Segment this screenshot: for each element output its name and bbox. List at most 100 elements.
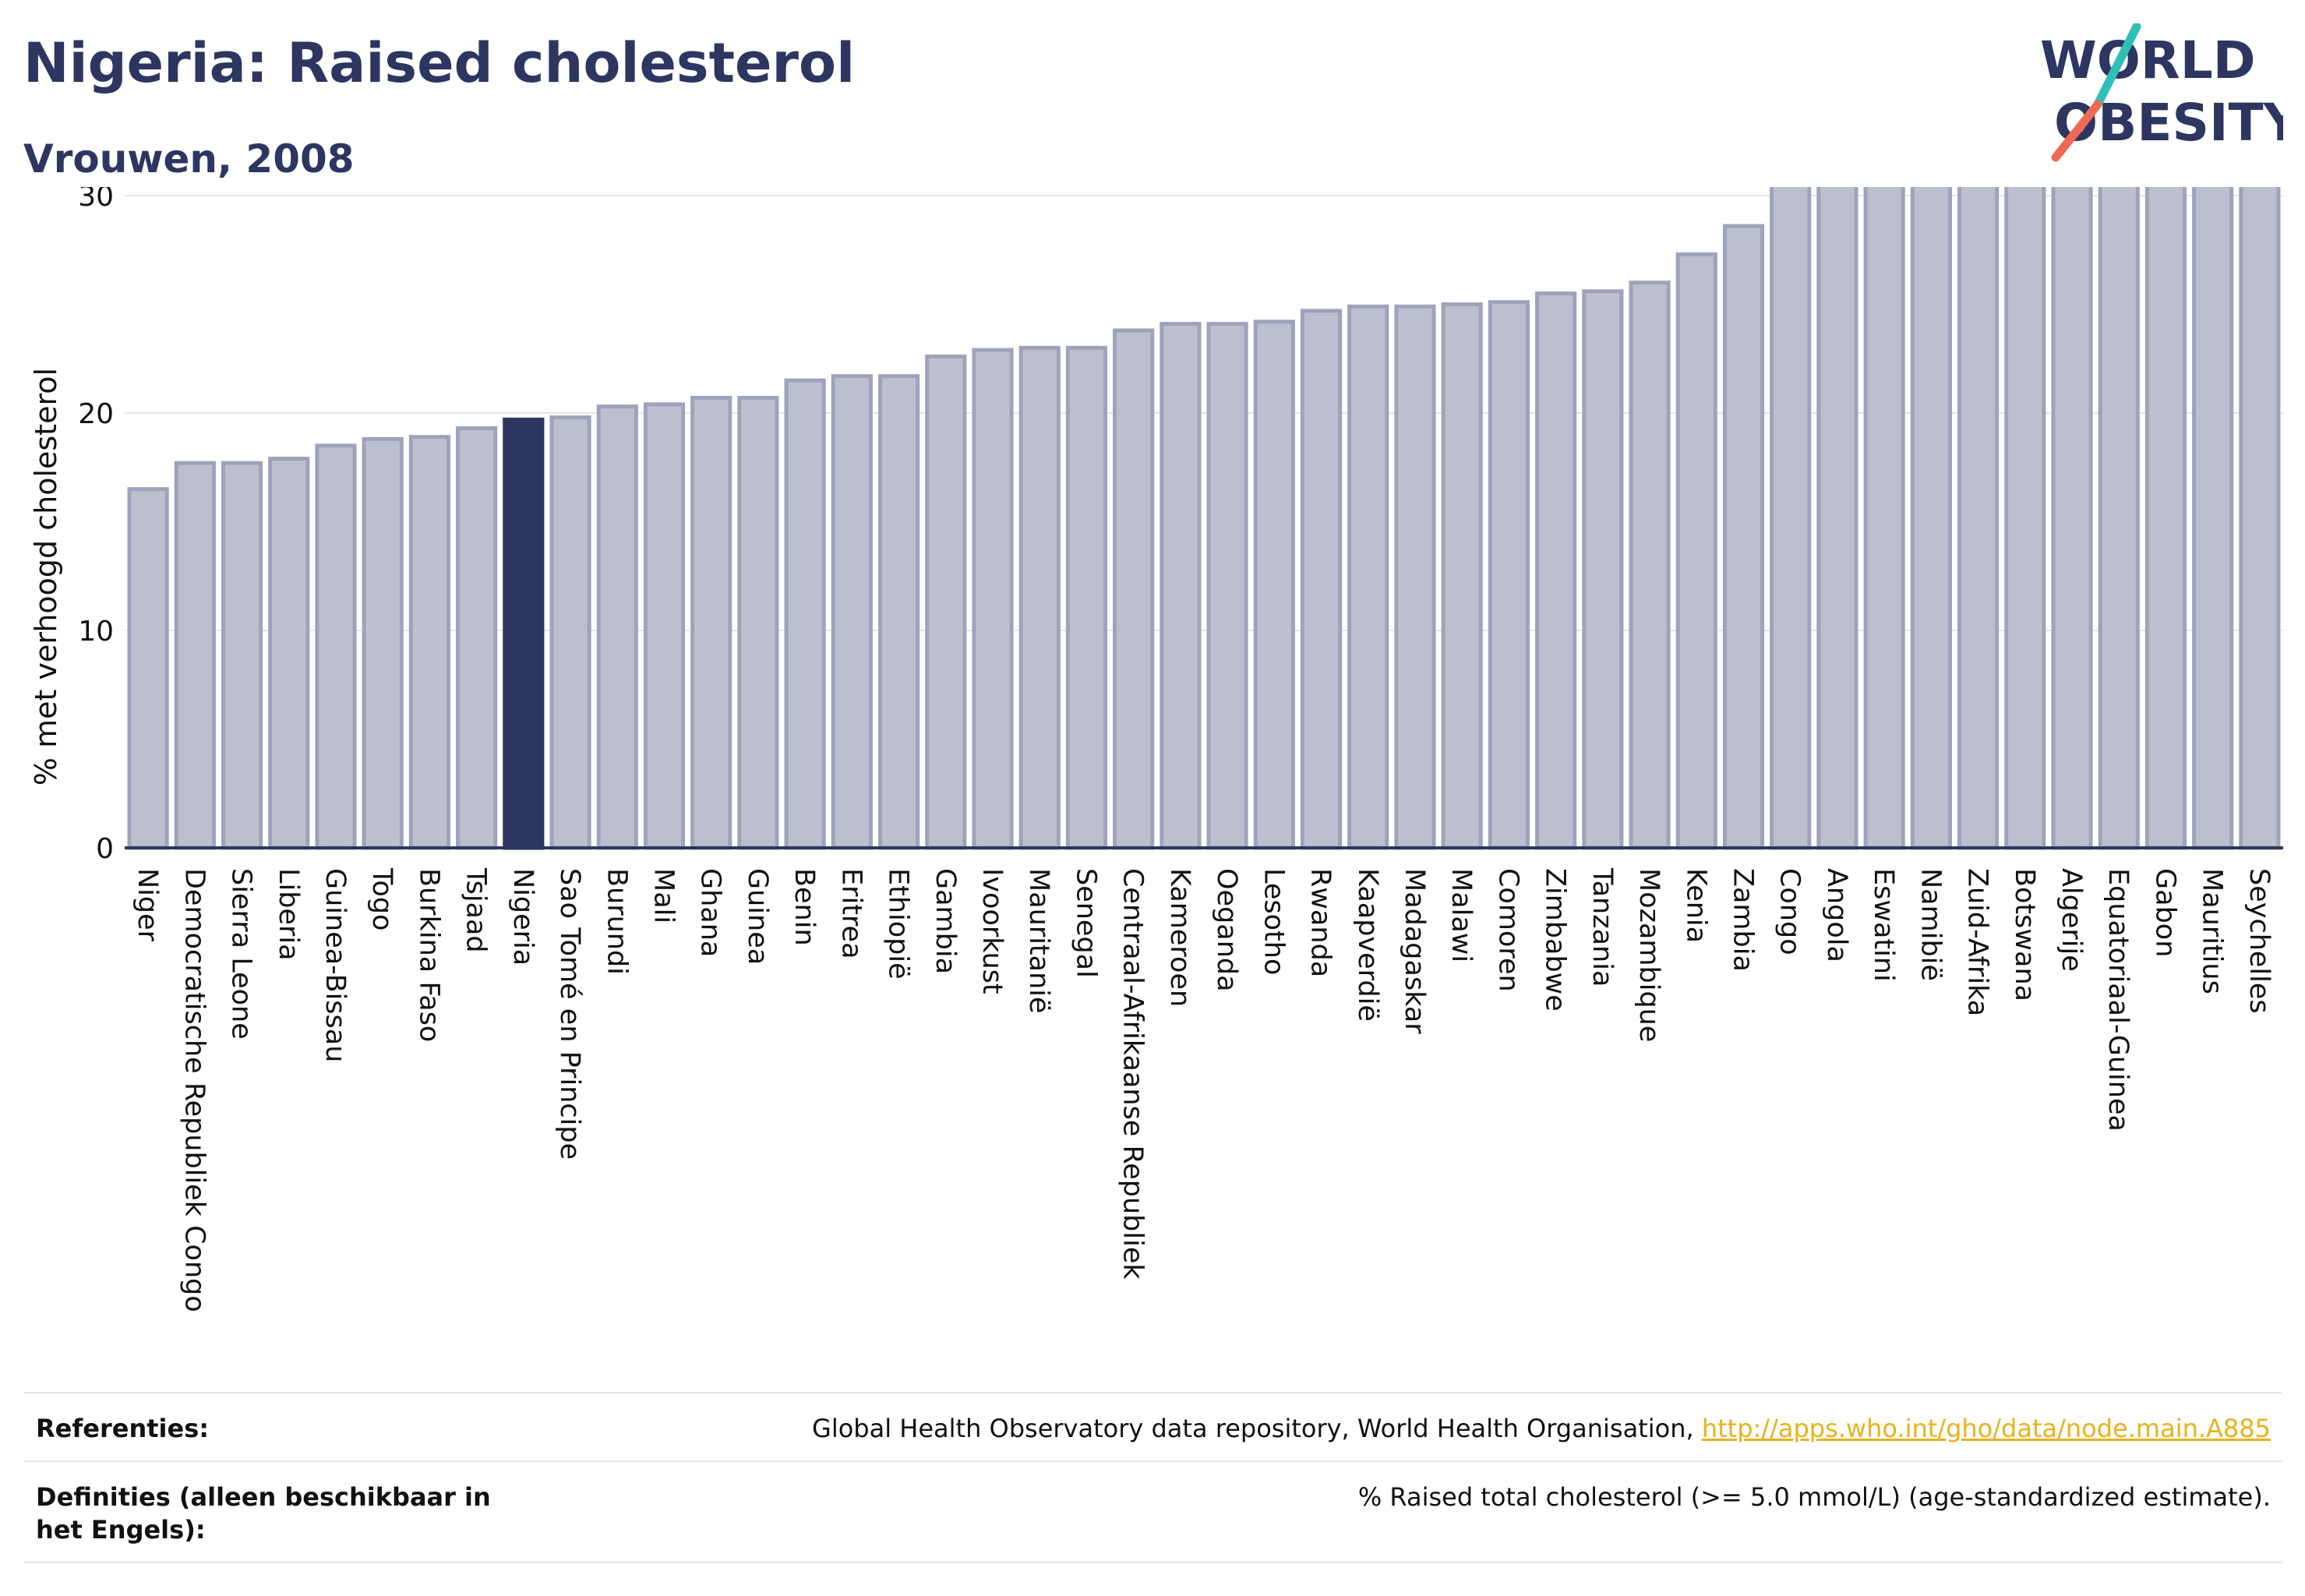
bar-lesotho bbox=[1253, 320, 1295, 850]
x-tick-label: Kenia bbox=[1680, 868, 1711, 943]
bar-eritrea bbox=[831, 374, 873, 850]
x-tick-label: Ivoorkust bbox=[976, 868, 1008, 994]
bar-ivoorkust bbox=[972, 348, 1014, 850]
x-tick-label: Burundi bbox=[601, 868, 632, 975]
x-tick-label: Malawi bbox=[1445, 868, 1477, 962]
x-tick-label: Kameroen bbox=[1164, 868, 1195, 1007]
x-tick-label: Centraal-Afrikaanse Republiek bbox=[1117, 868, 1149, 1280]
bar-botswana bbox=[2004, 187, 2046, 850]
bar-kaapverdi- bbox=[1347, 304, 1389, 850]
references-label: Referenties: bbox=[36, 1414, 210, 1443]
bar-madagaskar bbox=[1394, 304, 1436, 850]
x-tick-label: Zuid-Afrika bbox=[1962, 868, 1993, 1016]
x-tick-label: Benin bbox=[789, 868, 820, 946]
bar-equatoriaal-guinea bbox=[2098, 187, 2140, 850]
bar-democratische-republiek-congo bbox=[174, 461, 216, 850]
bar-tsjaad bbox=[456, 426, 498, 850]
bar-sao-tom-en-principe bbox=[549, 415, 591, 850]
x-tick-label: Oeganda bbox=[1211, 868, 1242, 992]
bar-congo bbox=[1770, 187, 1812, 850]
y-tick-label: 30 bbox=[78, 187, 114, 213]
x-tick-label: Mozambique bbox=[1633, 868, 1664, 1042]
x-tick-label: Liberia bbox=[273, 868, 304, 961]
bar-liberia bbox=[268, 457, 310, 850]
x-tick-label: Ethiopië bbox=[883, 868, 914, 980]
page-title: Nigeria: Raised cholesterol bbox=[23, 31, 856, 95]
x-tick-label: Democratische Republiek Congo bbox=[178, 868, 210, 1312]
x-tick-label: Angola bbox=[1821, 868, 1852, 962]
bar-burkina-faso bbox=[408, 435, 451, 850]
bar-algerije bbox=[2051, 187, 2093, 850]
logo-slash-coral bbox=[2051, 100, 2102, 162]
x-tick-label: Equatoriaal-Guinea bbox=[2102, 868, 2134, 1132]
x-tick-label: Tsjaad bbox=[461, 867, 492, 953]
logo-slash-teal bbox=[2093, 23, 2141, 109]
bar-oeganda bbox=[1206, 322, 1248, 850]
bar-seychelles bbox=[2239, 187, 2281, 850]
x-tick-label: Seychelles bbox=[2243, 868, 2275, 1014]
x-tick-label: Eswatini bbox=[1868, 868, 1899, 982]
x-tick-label: Lesotho bbox=[1258, 868, 1289, 975]
y-tick-label: 10 bbox=[78, 616, 114, 648]
bar-benin bbox=[784, 378, 826, 850]
bar-senegal bbox=[1065, 345, 1108, 850]
x-tick-label: Sao Tomé en Principe bbox=[554, 868, 585, 1160]
bar-togo bbox=[362, 436, 404, 850]
x-tick-label: Ghana bbox=[695, 868, 726, 957]
x-tick-label: Niger bbox=[132, 868, 163, 942]
x-tick-label: Eritrea bbox=[835, 868, 867, 959]
x-tick-label: Congo bbox=[1774, 868, 1806, 955]
x-tick-label: Zimbabwe bbox=[1540, 868, 1571, 1012]
bar-kenia bbox=[1675, 252, 1717, 850]
world-obesity-logo: WORLD OBESITY bbox=[2040, 23, 2283, 162]
x-axis-ticks: Niger Democratische Republiek Congo Sierra… bbox=[132, 867, 2275, 1312]
bar-angola bbox=[1816, 187, 1858, 850]
bar-gabon bbox=[2144, 187, 2187, 850]
x-tick-label: Gabon bbox=[2149, 868, 2180, 957]
x-tick-label: Madagaskar bbox=[1399, 868, 1430, 1034]
bar-mali bbox=[643, 402, 686, 850]
y-axis-ticks: 01020304050 bbox=[78, 187, 114, 865]
bar-eswatini bbox=[1863, 187, 1905, 850]
x-tick-label: Gambia bbox=[930, 868, 961, 974]
bars bbox=[127, 187, 2281, 850]
y-tick-label: 0 bbox=[96, 833, 114, 865]
bar-niger bbox=[127, 487, 169, 850]
x-tick-label: Tanzania bbox=[1587, 867, 1618, 987]
bar-namibi- bbox=[1910, 187, 1952, 850]
x-tick-label: Botswana bbox=[2009, 868, 2040, 1001]
x-tick-label: Mali bbox=[648, 868, 679, 923]
x-tick-label: Guinea bbox=[742, 868, 773, 965]
page-subtitle: Vrouwen, 2008 bbox=[23, 136, 355, 182]
x-tick-label: Mauritius bbox=[2197, 868, 2228, 994]
bar-guinea bbox=[737, 395, 779, 850]
bar-mozambique bbox=[1629, 281, 1671, 850]
x-tick-label: Mauritanië bbox=[1023, 868, 1054, 1014]
bar-zimbabwe bbox=[1535, 291, 1577, 850]
bar-zambia bbox=[1722, 224, 1765, 850]
references-table: Referenties: Global Health Observatory d… bbox=[23, 1392, 2282, 1563]
x-tick-label: Algerije bbox=[2056, 868, 2087, 972]
definitions-label: Definities (alleen beschikbaar in het En… bbox=[36, 1482, 491, 1545]
bar-sierra-leone bbox=[221, 461, 263, 850]
references-link[interactable]: http://apps.who.int/gho/data/node.main.A… bbox=[1701, 1414, 2271, 1443]
definitions-text: % Raised total cholesterol (>= 5.0 mmol/… bbox=[1357, 1482, 2271, 1512]
x-tick-label: Comoren bbox=[1492, 868, 1523, 992]
bar-comoren bbox=[1488, 300, 1530, 850]
bar-nigeria bbox=[503, 417, 545, 850]
x-tick-label: Senegal bbox=[1070, 868, 1101, 978]
bar-mauritani- bbox=[1018, 345, 1061, 850]
bar-guinea-bissau bbox=[315, 443, 357, 850]
logo-word-world: WORLD bbox=[2040, 30, 2256, 90]
bar-kameroen bbox=[1160, 322, 1202, 850]
bar-centraal-afrikaanse-republiek bbox=[1113, 328, 1155, 850]
x-tick-label: Kaapverdië bbox=[1352, 868, 1383, 1022]
x-tick-label: Guinea-Bissau bbox=[319, 868, 351, 1062]
bar-rwanda bbox=[1300, 309, 1343, 850]
x-tick-label: Zambia bbox=[1728, 868, 1759, 972]
bar-zuid-afrika bbox=[1957, 187, 2000, 850]
bar-burundi bbox=[596, 404, 638, 850]
references-text: Global Health Observatory data repositor… bbox=[812, 1412, 2271, 1445]
x-tick-label: Namibië bbox=[1915, 868, 1946, 981]
